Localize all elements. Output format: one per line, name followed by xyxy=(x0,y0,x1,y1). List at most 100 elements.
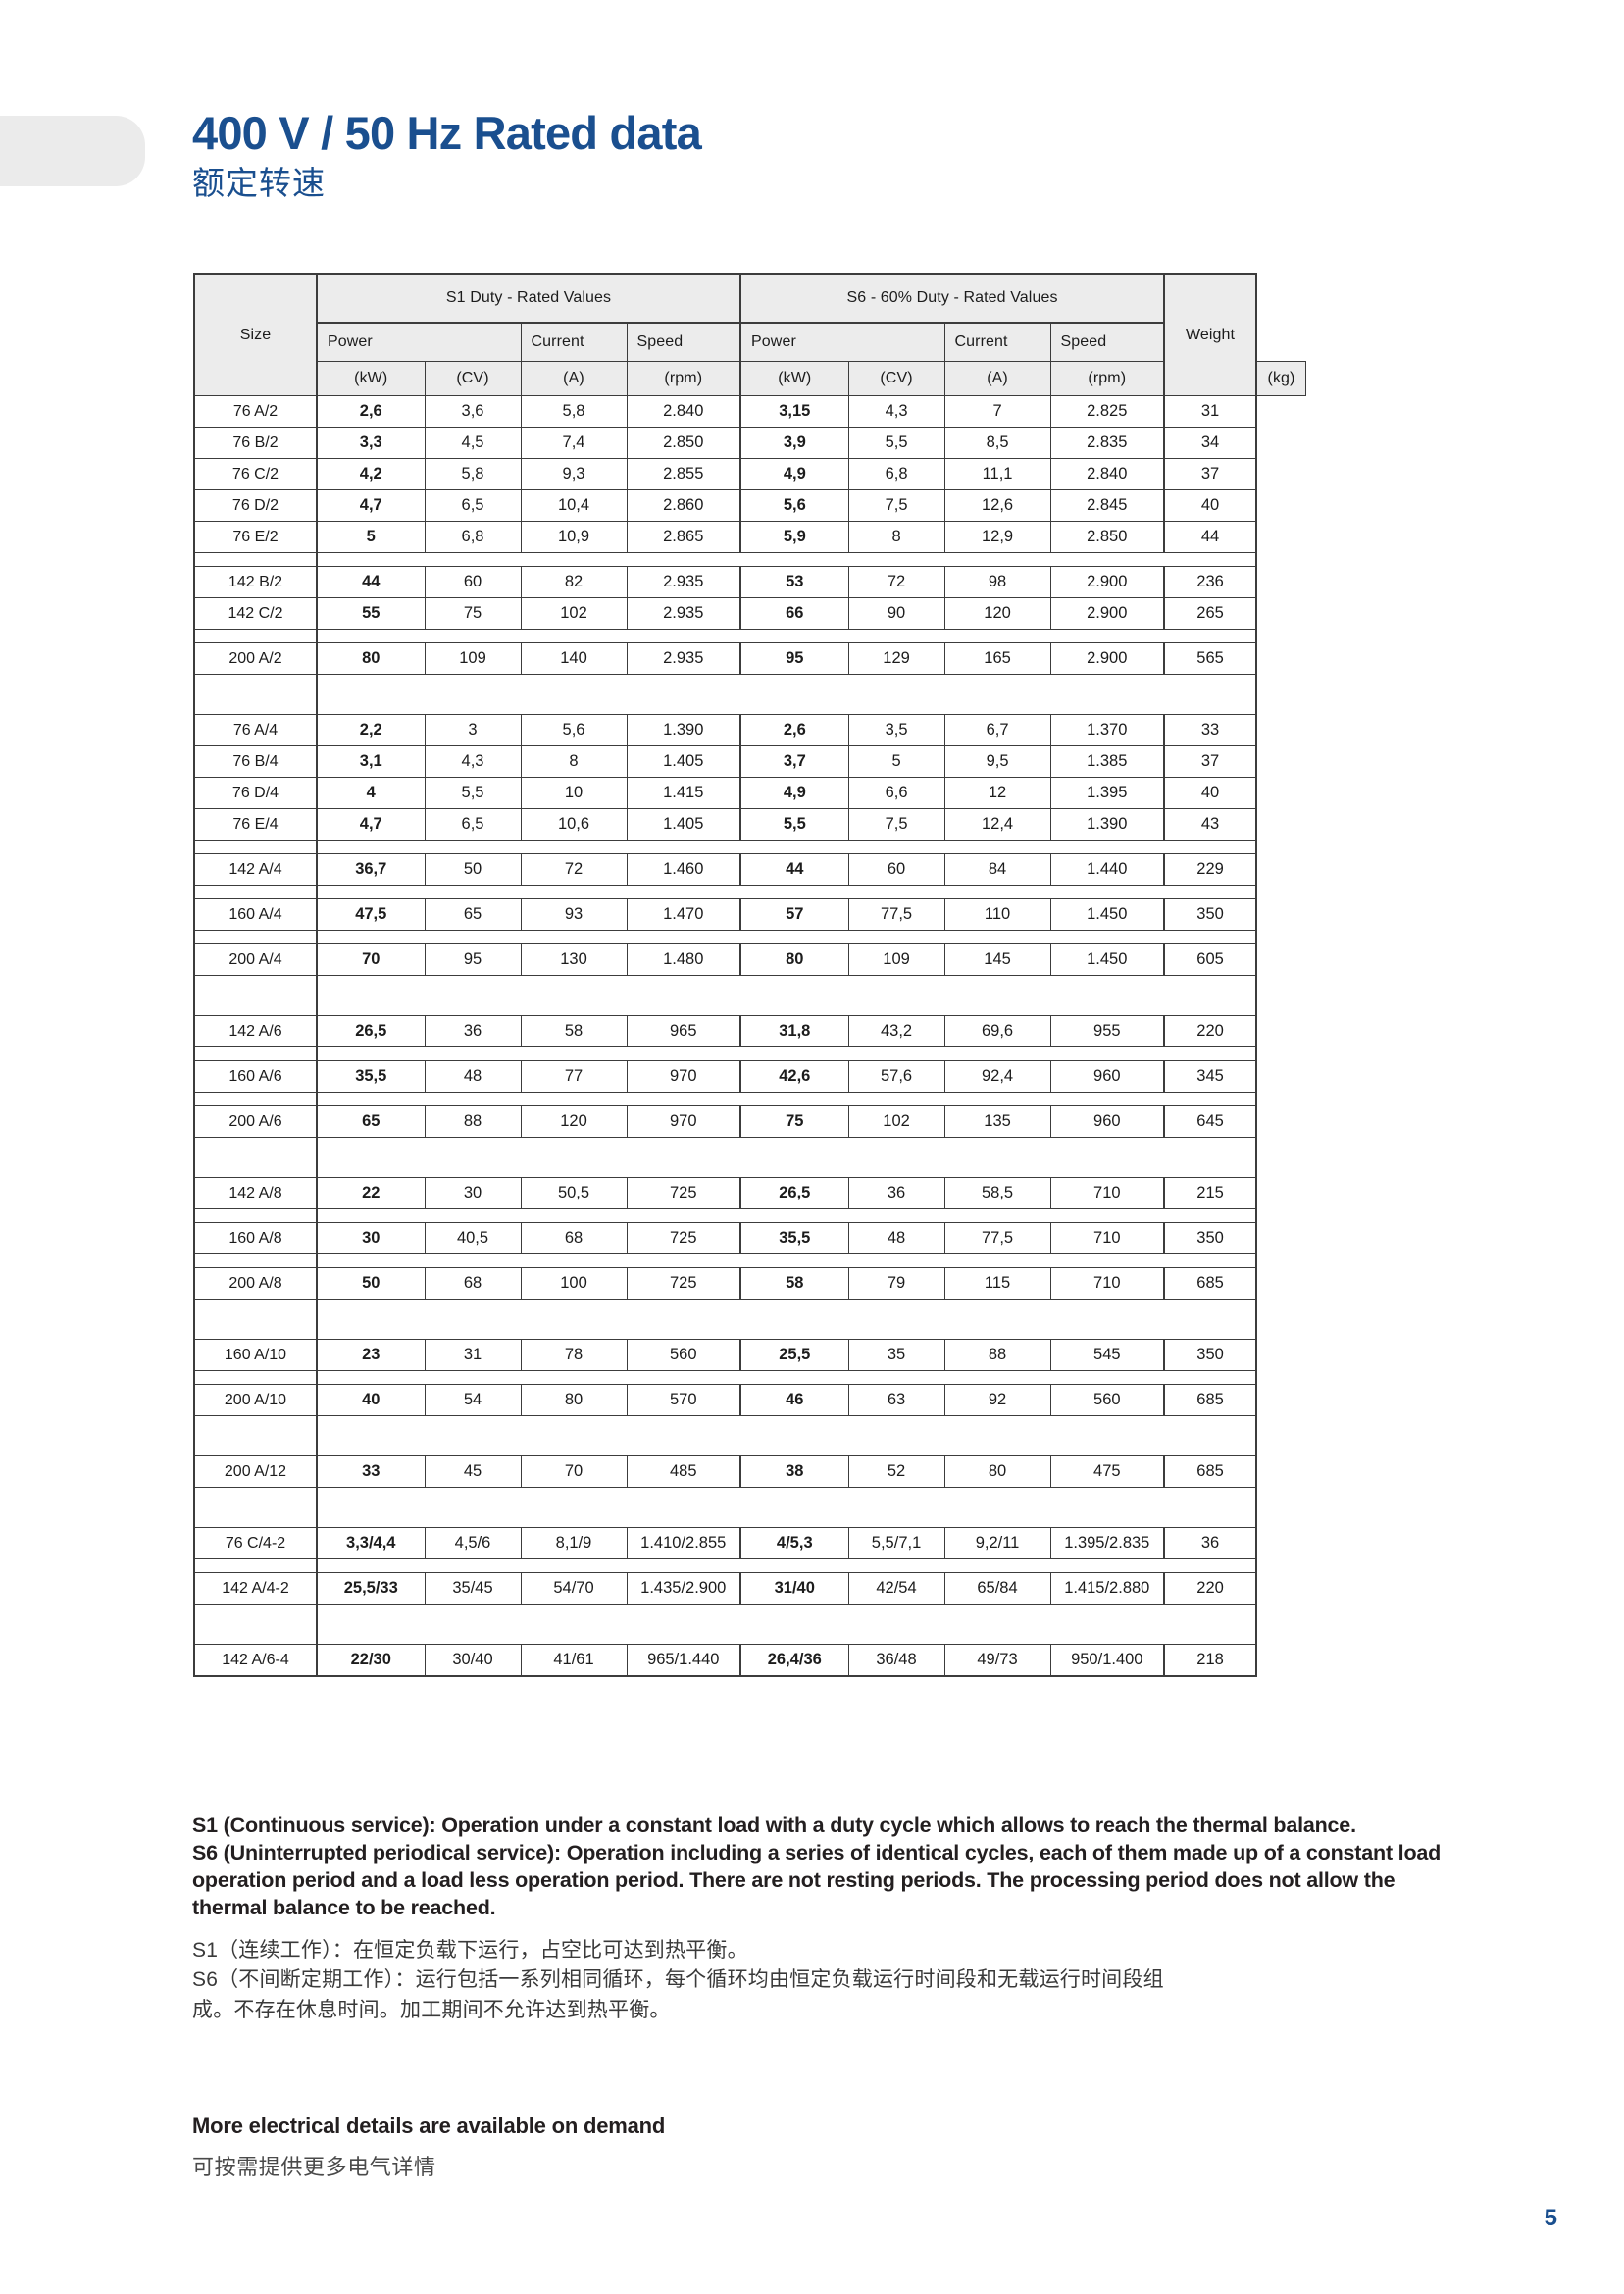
header-unit-s6-kw: (kW) xyxy=(739,361,849,396)
cell-s1-current-a: 100 xyxy=(520,1267,628,1300)
cell-size: 76 E/2 xyxy=(193,521,318,553)
cell-s1-power-cv: 4,5 xyxy=(424,427,522,459)
spacer-size-cell xyxy=(193,1415,318,1456)
note-s6-chinese-line2: 成。不存在休息时间。加工期间不允许达到热平衡。 xyxy=(192,1998,671,2021)
cell-weight-kg: 43 xyxy=(1163,808,1258,841)
cell-s1-power-cv: 109 xyxy=(424,642,522,675)
cell-weight-kg: 40 xyxy=(1163,489,1258,522)
table-spacer-row xyxy=(193,1415,1306,1456)
cell-s1-power-kw: 4,7 xyxy=(316,808,426,841)
table-spacer-row xyxy=(193,1046,1306,1061)
cell-s6-speed-rpm: 2.900 xyxy=(1049,642,1165,675)
spacer-body-cell xyxy=(315,975,1258,1016)
cell-size: 76 B/2 xyxy=(193,427,318,459)
cell-s1-current-a: 140 xyxy=(520,642,628,675)
cell-weight-kg: 37 xyxy=(1163,458,1258,490)
cell-size: 76 A/4 xyxy=(193,714,318,746)
cell-s1-power-kw: 5 xyxy=(316,521,426,553)
table-row: 200 A/4 70 95 130 1.480 80 109 145 1.450 605 xyxy=(193,943,1306,976)
cell-s6-power-cv: 52 xyxy=(847,1455,945,1488)
cell-size: 142 B/2 xyxy=(193,566,318,598)
cell-weight-kg: 350 xyxy=(1163,1339,1258,1371)
cell-s1-speed-rpm: 1.390 xyxy=(626,714,741,746)
cell-weight-kg: 44 xyxy=(1163,521,1258,553)
spacer-body-cell xyxy=(315,840,1258,854)
cell-weight-kg: 685 xyxy=(1163,1384,1258,1416)
cell-s6-current-a: 58,5 xyxy=(943,1177,1051,1209)
cell-s1-speed-rpm: 2.935 xyxy=(626,566,741,598)
table-spacer-row xyxy=(193,674,1306,715)
spacer-size-cell xyxy=(193,674,318,715)
cell-s6-speed-rpm: 950/1.400 xyxy=(1049,1644,1165,1677)
cell-s1-power-kw: 30 xyxy=(316,1222,426,1254)
spacer-size-cell xyxy=(193,930,318,944)
cell-s6-power-cv: 43,2 xyxy=(847,1015,945,1047)
cell-s6-power-cv: 57,6 xyxy=(847,1060,945,1093)
cell-s1-current-a: 78 xyxy=(520,1339,628,1371)
cell-s6-power-cv: 8 xyxy=(847,521,945,553)
cell-s1-current-a: 7,4 xyxy=(520,427,628,459)
cell-s1-power-cv: 35/45 xyxy=(424,1572,522,1605)
spacer-size-cell xyxy=(193,840,318,854)
cell-s1-current-a: 93 xyxy=(520,898,628,931)
cell-s1-power-kw: 65 xyxy=(316,1105,426,1138)
cell-s1-power-kw: 2,6 xyxy=(316,395,426,428)
cell-weight-kg: 218 xyxy=(1163,1644,1258,1677)
header-unit-s6-a: (A) xyxy=(943,361,1051,396)
cell-s1-current-a: 72 xyxy=(520,853,628,886)
cell-s1-power-kw: 2,2 xyxy=(316,714,426,746)
cell-s1-speed-rpm: 1.480 xyxy=(626,943,741,976)
cell-size: 142 A/6 xyxy=(193,1015,318,1047)
cell-weight-kg: 350 xyxy=(1163,1222,1258,1254)
cell-size: 76 D/2 xyxy=(193,489,318,522)
cell-weight-kg: 236 xyxy=(1163,566,1258,598)
cell-s6-power-kw: 75 xyxy=(739,1105,849,1138)
cell-s1-power-cv: 48 xyxy=(424,1060,522,1093)
cell-s6-current-a: 92 xyxy=(943,1384,1051,1416)
table-spacer-row xyxy=(193,1604,1306,1645)
cell-weight-kg: 345 xyxy=(1163,1060,1258,1093)
table-body: 76 A/2 2,6 3,6 5,8 2.840 3,15 4,3 7 2.825 31 76 B/… xyxy=(193,395,1306,1677)
cell-s1-current-a: 5,6 xyxy=(520,714,628,746)
cell-s6-power-cv: 79 xyxy=(847,1267,945,1300)
cell-s6-current-a: 110 xyxy=(943,898,1051,931)
cell-s1-power-kw: 36,7 xyxy=(316,853,426,886)
cell-s1-speed-rpm: 485 xyxy=(626,1455,741,1488)
cell-s6-current-a: 120 xyxy=(943,597,1051,630)
cell-s6-power-cv: 36 xyxy=(847,1177,945,1209)
cell-s6-current-a: 69,6 xyxy=(943,1015,1051,1047)
table-spacer-row xyxy=(193,1370,1306,1385)
note-s6-english: S6 (Uninterrupted periodical service): O… xyxy=(192,1840,1442,1919)
cell-weight-kg: 36 xyxy=(1163,1527,1258,1559)
spacer-body-cell xyxy=(315,1415,1258,1456)
cell-s1-current-a: 10,4 xyxy=(520,489,628,522)
cell-size: 160 A/6 xyxy=(193,1060,318,1093)
table-row: 76 C/2 4,2 5,8 9,3 2.855 4,9 6,8 11,1 2.840 37 xyxy=(193,458,1306,490)
cell-s6-power-cv: 42/54 xyxy=(847,1572,945,1605)
table-row: 76 B/2 3,3 4,5 7,4 2.850 3,9 5,5 8,5 2.835 34 xyxy=(193,427,1306,459)
table-row: 160 A/6 35,5 48 77 970 42,6 57,6 92,4 960 345 xyxy=(193,1060,1306,1093)
cell-s1-speed-rpm: 970 xyxy=(626,1105,741,1138)
cell-s1-power-kw: 3,3/4,4 xyxy=(316,1527,426,1559)
cell-s1-power-cv: 3 xyxy=(424,714,522,746)
cell-s6-power-cv: 6,8 xyxy=(847,458,945,490)
cell-s6-power-kw: 57 xyxy=(739,898,849,931)
spacer-body-cell xyxy=(315,629,1258,643)
cell-s6-current-a: 98 xyxy=(943,566,1051,598)
cell-s1-power-cv: 6,5 xyxy=(424,489,522,522)
cell-s6-power-kw: 5,9 xyxy=(739,521,849,553)
cell-s6-speed-rpm: 1.395 xyxy=(1049,777,1165,809)
cell-s6-power-kw: 95 xyxy=(739,642,849,675)
cell-s1-power-kw: 25,5/33 xyxy=(316,1572,426,1605)
spacer-size-cell xyxy=(193,552,318,567)
cell-s1-power-cv: 88 xyxy=(424,1105,522,1138)
cell-s1-speed-rpm: 965/1.440 xyxy=(626,1644,741,1677)
page-subtitle-chinese: 额定转速 xyxy=(192,165,326,201)
spacer-body-cell xyxy=(315,1558,1258,1573)
cell-s6-power-kw: 5,6 xyxy=(739,489,849,522)
table-row: 142 A/6-4 22/30 30/40 41/61 965/1.440 26,4/36… xyxy=(193,1644,1306,1677)
table-spacer-row xyxy=(193,1299,1306,1340)
cell-s1-power-cv: 54 xyxy=(424,1384,522,1416)
header-s6-power: Power xyxy=(739,322,945,362)
table-spacer-row xyxy=(193,1558,1306,1573)
